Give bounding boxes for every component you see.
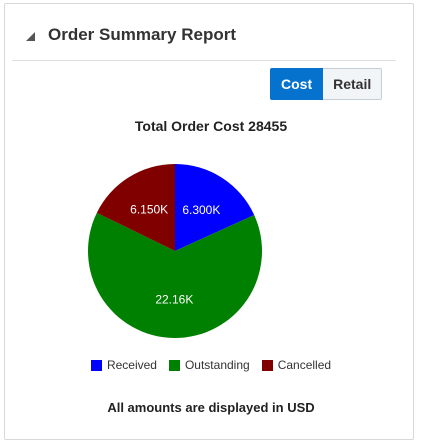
pie-slice-received[interactable] [175,164,255,251]
pie-label-cancelled: 6.150K [130,203,168,217]
pie-chart: 6.300K 22.16K 6.150K [88,164,262,338]
legend-label-cancelled: Cancelled [277,358,332,372]
legend-swatch-received [90,359,102,371]
cost-button[interactable]: Cost [270,68,324,100]
legend-label-received: Received [106,358,157,372]
legend-item-cancelled: Cancelled [261,358,332,372]
chart-legend: Received Outstanding Cancelled [0,358,422,372]
legend-swatch-outstanding [168,359,180,371]
header-divider [12,60,396,61]
legend-item-received: Received [90,358,157,372]
legend-swatch-cancelled [261,359,273,371]
panel-title: Order Summary Report [48,25,236,44]
pie-slice-outstanding[interactable] [88,212,262,338]
panel-header[interactable]: Order Summary Report [26,22,236,48]
legend-item-outstanding: Outstanding [168,358,250,372]
currency-footnote: All amounts are displayed in USD [107,400,315,415]
collapse-triangle-icon[interactable] [26,31,35,41]
cost-retail-toggle: Cost Retail [270,68,383,100]
pie-label-outstanding: 22.16K [155,293,193,307]
pie-label-received: 6.300K [182,203,220,217]
legend-label-outstanding: Outstanding [184,358,250,372]
chart-title: Total Order Cost 28455 [134,118,288,134]
retail-button[interactable]: Retail [323,68,383,100]
pie-slice-cancelled[interactable] [96,164,175,251]
